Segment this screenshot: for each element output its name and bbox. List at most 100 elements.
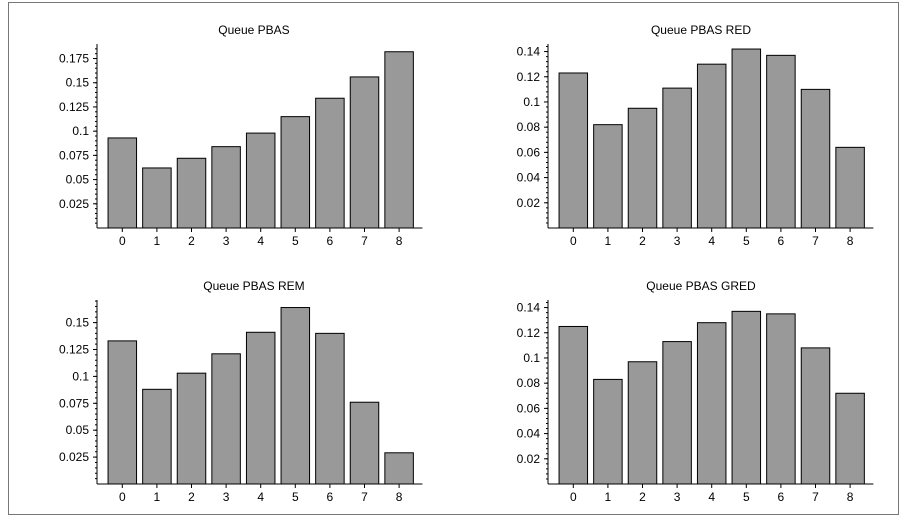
- x-tick-label: 1: [605, 490, 612, 504]
- y-tick-label: 0.02: [517, 196, 541, 210]
- bar-1: [142, 167, 172, 229]
- x-tick-label: 4: [708, 490, 715, 504]
- x-tick-label: 7: [361, 490, 368, 504]
- x-tick-label: 7: [812, 234, 819, 248]
- y-tick-label: 0.15: [66, 316, 90, 330]
- chart-panel-1: Queue PBAS 0.025 0.05 0.075 0.1 0.125 0.15 0.17…: [59, 23, 423, 248]
- chart-title: Queue PBAS GRED: [646, 279, 756, 293]
- chart-panel-4: Queue PBAS GRED 0.02 0.04 0.06 0.08 0.1 0.12 0.…: [517, 279, 874, 504]
- x-tick-label: 8: [847, 234, 854, 248]
- figure-frame: [8, 2, 899, 515]
- x-tick-label: 0: [119, 490, 126, 504]
- bar-2: [176, 157, 207, 229]
- bar-2: [627, 361, 658, 485]
- bar-5: [280, 116, 311, 229]
- chart-title: Queue PBAS RED: [651, 23, 751, 37]
- bar-1: [593, 124, 623, 229]
- x-tick-label: 2: [639, 234, 646, 248]
- x-tick-label: 5: [743, 234, 750, 248]
- y-tick-label: 0.12: [517, 70, 541, 84]
- x-tick-label: 1: [605, 234, 612, 248]
- y-tick-label: 0.075: [59, 148, 89, 162]
- y-tick-label: 0.14: [517, 301, 541, 315]
- bar-8: [835, 392, 865, 485]
- y-tick-label: 0.075: [59, 396, 89, 410]
- bar-6: [315, 97, 345, 229]
- chart-title: Queue PBAS: [218, 23, 289, 37]
- x-tick-label: 6: [778, 234, 785, 248]
- y-tick-label: 0.02: [517, 452, 541, 466]
- x-tick-label: 8: [396, 234, 403, 248]
- y-tick-label: 0.06: [517, 145, 541, 159]
- bar-3: [662, 87, 692, 229]
- y-tick-label: 0.12: [517, 326, 541, 340]
- bar-4: [696, 63, 727, 229]
- bar-0: [558, 72, 589, 229]
- y-tick-label: 0.04: [517, 171, 541, 185]
- x-tick-label: 8: [847, 490, 854, 504]
- bar-4: [245, 331, 276, 485]
- x-tick-label: 5: [292, 234, 299, 248]
- bar-2: [627, 107, 658, 229]
- x-tick-label: 7: [361, 234, 368, 248]
- y-tick-label: 0.1: [72, 369, 89, 383]
- y-tick-label: 0.1: [523, 351, 540, 365]
- x-tick-label: 6: [327, 490, 334, 504]
- y-tick-label: 0.05: [66, 173, 90, 187]
- x-tick-label: 2: [188, 234, 195, 248]
- y-tick-label: 0.025: [59, 197, 89, 211]
- bar-1: [593, 378, 623, 485]
- y-tick-label: 0.1: [72, 124, 89, 138]
- bar-3: [211, 146, 241, 229]
- bar-5: [731, 310, 762, 485]
- bar-1: [142, 388, 172, 485]
- bar-0: [558, 325, 589, 485]
- chart-title: Queue PBAS REM: [203, 279, 304, 293]
- bar-7: [800, 88, 831, 229]
- bar-7: [800, 347, 831, 485]
- x-tick-label: 4: [257, 234, 264, 248]
- bar-2: [176, 372, 207, 485]
- bar-6: [766, 313, 796, 485]
- y-tick-label: 0.125: [59, 100, 89, 114]
- bar-4: [696, 322, 727, 485]
- x-tick-label: 6: [778, 490, 785, 504]
- y-tick-label: 0.025: [59, 450, 89, 464]
- x-tick-label: 5: [743, 490, 750, 504]
- x-tick-label: 4: [257, 490, 264, 504]
- x-tick-label: 7: [812, 490, 819, 504]
- bar-3: [662, 341, 692, 485]
- bar-8: [384, 452, 414, 485]
- x-tick-label: 0: [119, 234, 126, 248]
- chart-panel-2: Queue PBAS RED 0.02 0.04 0.06 0.08 0.1 0.12 0.1…: [517, 23, 874, 248]
- bar-4: [245, 132, 276, 229]
- x-tick-label: 3: [223, 234, 230, 248]
- y-tick-label: 0.125: [59, 342, 89, 356]
- x-tick-label: 8: [396, 490, 403, 504]
- bar-0: [107, 137, 138, 229]
- y-tick-label: 0.05: [66, 423, 90, 437]
- x-tick-label: 0: [570, 490, 577, 504]
- y-tick-label: 0.175: [59, 52, 89, 66]
- bar-6: [766, 54, 796, 229]
- chart-panel-3: Queue PBAS REM 0.025 0.05 0.075 0.1 0.125 0.15…: [59, 279, 423, 504]
- x-tick-label: 1: [154, 490, 161, 504]
- bar-7: [349, 401, 380, 485]
- x-tick-label: 2: [188, 490, 195, 504]
- x-tick-label: 2: [639, 490, 646, 504]
- y-tick-label: 0.1: [523, 95, 540, 109]
- y-tick-label: 0.08: [517, 120, 541, 134]
- y-tick-label: 0.14: [517, 45, 541, 59]
- bar-5: [731, 48, 762, 229]
- x-tick-label: 3: [674, 234, 681, 248]
- bar-8: [835, 146, 865, 229]
- bar-3: [211, 353, 241, 485]
- x-tick-label: 3: [223, 490, 230, 504]
- bar-0: [107, 340, 138, 485]
- x-tick-label: 6: [327, 234, 334, 248]
- x-tick-label: 3: [674, 490, 681, 504]
- x-tick-label: 4: [708, 234, 715, 248]
- bar-6: [315, 332, 345, 485]
- y-tick-label: 0.04: [517, 427, 541, 441]
